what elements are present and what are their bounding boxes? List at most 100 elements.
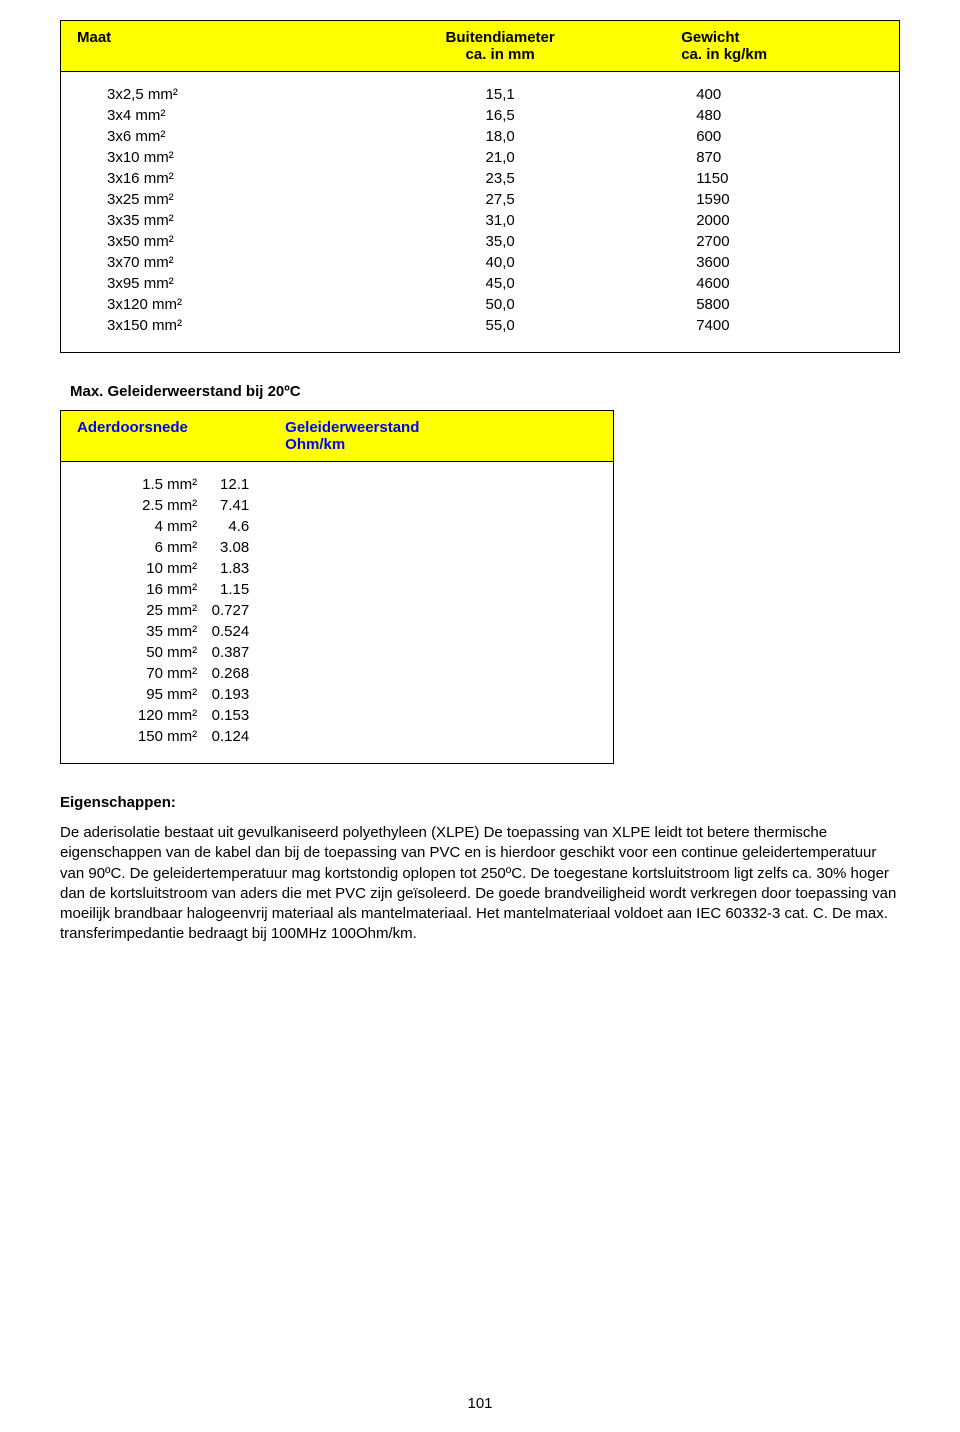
cell-weight: 600 [641,126,883,147]
dimensions-table: Maat Buitendiameter ca. in mm Gewicht ca… [60,20,900,353]
table-row: 3x6 mm²18,0600 [77,126,883,147]
table-row: 2.5 mm²7.41 [77,495,597,516]
cell-weight: 480 [641,105,883,126]
cell-area: 6 mm² [77,537,207,558]
dimensions-table-header: Maat Buitendiameter ca. in mm Gewicht ca… [61,21,899,72]
cell-area: 16 mm² [77,579,207,600]
cell-area: 70 mm² [77,663,207,684]
col-maat: Maat [77,29,359,63]
table-row: 1.5 mm²12.1 [77,474,597,495]
cell-ohm: 4.6 [207,516,389,537]
cell-size: 3x16 mm² [77,168,359,189]
cell-size: 3x10 mm² [77,147,359,168]
col-diameter: Buitendiameter ca. in mm [359,29,641,63]
cell-size: 3x50 mm² [77,231,359,252]
cell-diameter: 50,0 [359,294,641,315]
table-row: 150 mm²0.124 [77,726,597,747]
col-aderdoorsnede: Aderdoorsnede [77,419,285,453]
cell-size: 3x2,5 mm² [77,84,359,105]
col-aderdoorsnede-label: Aderdoorsnede [77,419,188,436]
table-row: 25 mm²0.727 [77,600,597,621]
cell-diameter: 35,0 [359,231,641,252]
table-row: 3x70 mm²40,03600 [77,252,883,273]
resistance-table-header: Aderdoorsnede Geleiderweerstand Ohm/km [61,411,613,462]
cell-area: 2.5 mm² [77,495,207,516]
cell-ohm: 7.41 [207,495,389,516]
table-row: 70 mm²0.268 [77,663,597,684]
table-row: 3x25 mm²27,51590 [77,189,883,210]
cell-size: 3x25 mm² [77,189,359,210]
table-row: 3x10 mm²21,0870 [77,147,883,168]
cell-size: 3x120 mm² [77,294,359,315]
table-row: 3x35 mm²31,02000 [77,210,883,231]
cell-ohm: 0.268 [207,663,389,684]
cell-weight: 2000 [641,210,883,231]
cell-size: 3x6 mm² [77,126,359,147]
table-row: 6 mm²3.08 [77,537,597,558]
cell-weight: 4600 [641,273,883,294]
cell-weight: 5800 [641,294,883,315]
cell-ohm: 0.387 [207,642,389,663]
table-row: 120 mm²0.153 [77,705,597,726]
table-row: 3x120 mm²50,05800 [77,294,883,315]
cell-area: 10 mm² [77,558,207,579]
cell-ohm: 0.524 [207,621,389,642]
cell-area: 150 mm² [77,726,207,747]
table-row: 3x50 mm²35,02700 [77,231,883,252]
properties-text: De aderisolatie bestaat uit gevulkanisee… [60,823,900,945]
col-diameter-l2: ca. in mm [466,46,535,63]
resistance-section-title: Max. Geleiderweerstand bij 20ºC [70,383,900,400]
col-maat-label: Maat [77,29,111,46]
cell-weight: 7400 [641,315,883,336]
cell-diameter: 55,0 [359,315,641,336]
col-weight-l1: Gewicht [681,29,739,46]
table-row: 3x16 mm²23,51150 [77,168,883,189]
table-row: 3x2,5 mm²15,1400 [77,84,883,105]
col-weight-l2: ca. in kg/km [681,46,767,63]
cell-diameter: 23,5 [359,168,641,189]
cell-area: 35 mm² [77,621,207,642]
cell-weight: 1590 [641,189,883,210]
table-row: 10 mm²1.83 [77,558,597,579]
cell-weight: 870 [641,147,883,168]
cell-diameter: 27,5 [359,189,641,210]
page-container: Maat Buitendiameter ca. in mm Gewicht ca… [0,0,960,1432]
table-row: 3x150 mm²55,07400 [77,315,883,336]
cell-ohm: 0.727 [207,600,389,621]
cell-size: 3x95 mm² [77,273,359,294]
dimensions-table-body: 3x2,5 mm²15,14003x4 mm²16,54803x6 mm²18,… [61,72,899,352]
cell-area: 25 mm² [77,600,207,621]
table-row: 4 mm²4.6 [77,516,597,537]
cell-size: 3x150 mm² [77,315,359,336]
cell-ohm: 12.1 [207,474,389,495]
table-row: 3x95 mm²45,04600 [77,273,883,294]
cell-diameter: 15,1 [359,84,641,105]
cell-diameter: 21,0 [359,147,641,168]
properties-title: Eigenschappen: [60,794,900,811]
col-diameter-l1: Buitendiameter [446,29,555,46]
cell-ohm: 0.193 [207,684,389,705]
cell-ohm: 1.83 [207,558,389,579]
cell-ohm: 3.08 [207,537,389,558]
page-number: 101 [0,1395,960,1412]
cell-area: 50 mm² [77,642,207,663]
cell-diameter: 45,0 [359,273,641,294]
resistance-table-body: 1.5 mm²12.12.5 mm²7.414 mm²4.66 mm²3.081… [61,462,613,763]
table-row: 35 mm²0.524 [77,621,597,642]
col-geleiderweerstand-l2: Ohm/km [285,436,345,453]
cell-ohm: 0.153 [207,705,389,726]
table-row: 95 mm²0.193 [77,684,597,705]
cell-ohm: 0.124 [207,726,389,747]
cell-area: 4 mm² [77,516,207,537]
col-geleiderweerstand-l1: Geleiderweerstand [285,419,419,436]
cell-size: 3x70 mm² [77,252,359,273]
cell-weight: 400 [641,84,883,105]
cell-weight: 3600 [641,252,883,273]
table-row: 16 mm²1.15 [77,579,597,600]
resistance-table: Aderdoorsnede Geleiderweerstand Ohm/km 1… [60,410,614,764]
cell-area: 95 mm² [77,684,207,705]
cell-ohm: 1.15 [207,579,389,600]
cell-weight: 2700 [641,231,883,252]
cell-area: 1.5 mm² [77,474,207,495]
cell-diameter: 18,0 [359,126,641,147]
